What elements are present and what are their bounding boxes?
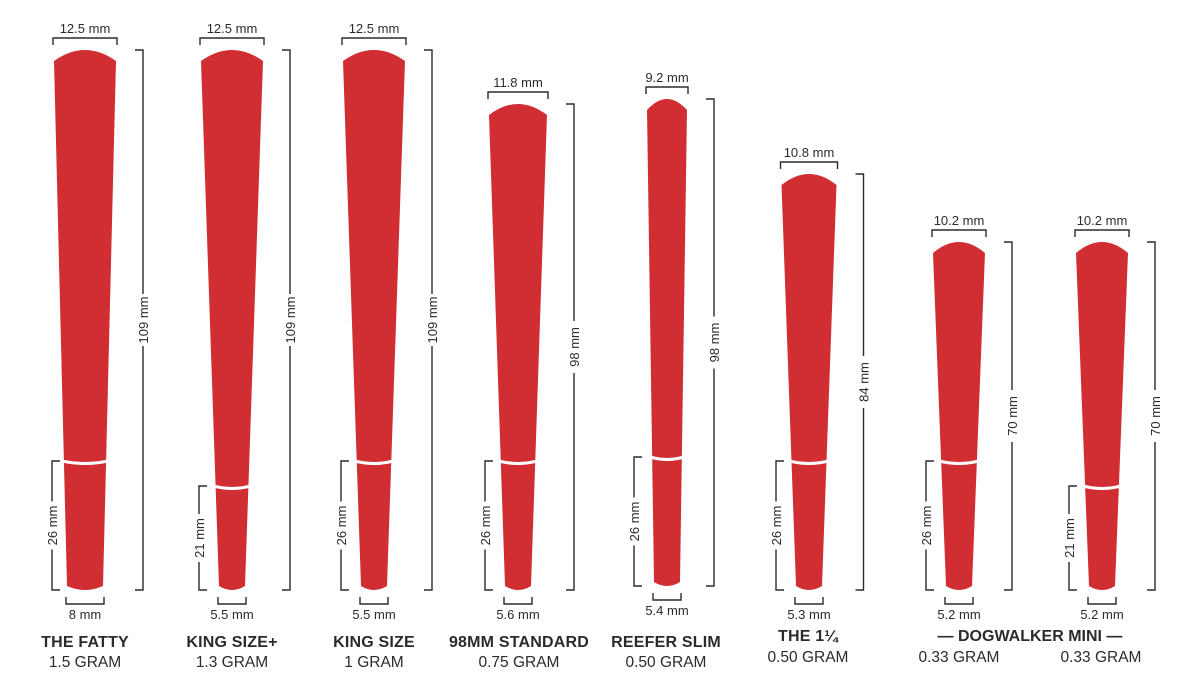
length-label-dogwalker-b: 70 mm: [1148, 396, 1163, 436]
cone-name-98mm: 98MM STANDARD: [448, 634, 590, 651]
filter-label-king: 26 mm: [334, 506, 349, 546]
length-label-one-quarter: 84 mm: [857, 362, 872, 402]
cone-weight-dogwalker-b: 0.33 GRAM: [1060, 649, 1142, 666]
filter-band-dogwalker-b: [1082, 484, 1122, 490]
tip-diameter-bracket-dogwalker-b: [1087, 597, 1117, 605]
filter-band-one-quarter: [789, 459, 829, 465]
tip-diameter-label-king: 5.5 mm: [352, 607, 395, 622]
cone-body-king-plus: [201, 50, 263, 590]
filter-label-one-quarter: 26 mm: [769, 506, 784, 546]
tip-diameter-bracket-king-plus: [217, 597, 247, 605]
group-label-dogwalker-mini: — DOGWALKER MINI —: [937, 628, 1123, 645]
top-diameter-bracket-one-quarter: [779, 161, 839, 169]
length-label-bg-dogwalker-a: [1004, 390, 1020, 442]
cone-weight-reefer: 0.50 GRAM: [625, 654, 707, 671]
filter-label-fatty: 26 mm: [45, 506, 60, 546]
tip-diameter-label-fatty: 8 mm: [69, 607, 102, 622]
length-label-98mm: 98 mm: [567, 327, 582, 367]
top-diameter-bracket-king: [341, 37, 407, 45]
cone-weight-king: 1 GRAM: [344, 654, 404, 671]
length-label-king-plus: 109 mm: [283, 297, 298, 344]
tip-diameter-bracket-dogwalker-a: [944, 597, 974, 605]
filter-label-dogwalker-b: 21 mm: [1062, 518, 1077, 558]
tip-diameter-bracket-reefer: [652, 593, 682, 601]
filter-label-bg-king: [333, 501, 349, 550]
top-diameter-label-98mm: 11.8 mm: [493, 75, 543, 90]
filter-label-bg-one-quarter: [768, 501, 784, 550]
top-diameter-label-one-quarter: 10.8 mm: [784, 145, 835, 160]
cone-name-fatty: THE FATTY: [41, 634, 129, 651]
tip-diameter-label-98mm: 5.6 mm: [496, 607, 539, 622]
tip-diameter-bracket-one-quarter: [794, 597, 824, 605]
cone-weight-98mm: 0.75 GRAM: [478, 654, 560, 671]
cone-body-king: [343, 50, 405, 590]
filter-label-king-plus: 21 mm: [192, 518, 207, 558]
cone-body-fatty: [54, 50, 116, 590]
filter-label-bg-king-plus: [191, 514, 207, 562]
top-diameter-label-fatty: 12.5 mm: [60, 21, 111, 36]
filter-band-98mm: [498, 459, 538, 465]
top-diameter-bracket-fatty: [52, 37, 118, 45]
filter-band-dogwalker-a: [938, 459, 980, 465]
cone-weight-fatty: 1.5 GRAM: [48, 654, 122, 671]
length-label-bg-king-plus: [282, 294, 298, 346]
top-diameter-label-king-plus: 12.5 mm: [207, 21, 258, 36]
cone-weight-one-quarter: 0.50 GRAM: [767, 649, 849, 666]
tip-diameter-label-dogwalker-a: 5.2 mm: [937, 607, 980, 622]
top-diameter-bracket-king-plus: [199, 37, 265, 45]
length-label-dogwalker-a: 70 mm: [1005, 396, 1020, 436]
tip-diameter-label-dogwalker-b: 5.2 mm: [1080, 607, 1123, 622]
filter-band-fatty: [61, 459, 109, 465]
cone-body-reefer: [647, 99, 687, 586]
length-label-king: 109 mm: [425, 297, 440, 344]
length-label-reefer: 98 mm: [707, 323, 722, 363]
filter-label-reefer: 26 mm: [627, 502, 642, 542]
filter-label-bg-reefer: [626, 497, 642, 546]
filter-band-king-plus: [213, 484, 251, 490]
cone-body-dogwalker-a: [933, 242, 985, 590]
cone-name-king: KING SIZE: [333, 634, 415, 651]
tip-diameter-label-reefer: 5.4 mm: [645, 603, 688, 618]
top-diameter-bracket-98mm: [487, 91, 549, 99]
tip-diameter-bracket-fatty: [65, 597, 105, 605]
filter-label-98mm: 26 mm: [478, 506, 493, 546]
length-label-bg-fatty: [135, 294, 151, 346]
cone-body-dogwalker-b: [1076, 242, 1128, 590]
cone-name-king-plus: KING SIZE+: [186, 634, 278, 651]
filter-label-dogwalker-a: 26 mm: [919, 506, 934, 546]
filter-label-bg-dogwalker-b: [1061, 514, 1077, 562]
tip-diameter-label-one-quarter: 5.3 mm: [787, 607, 830, 622]
cone-body-98mm: [489, 104, 547, 590]
filter-band-reefer: [649, 455, 685, 461]
filter-label-bg-98mm: [477, 501, 493, 550]
filter-label-bg-dogwalker-a: [918, 501, 934, 550]
top-diameter-label-dogwalker-b: 10.2 mm: [1077, 213, 1128, 228]
top-diameter-bracket-reefer: [645, 86, 689, 94]
tip-diameter-bracket-king: [359, 597, 389, 605]
length-label-bg-king: [424, 294, 440, 346]
length-label-bg-reefer: [706, 316, 722, 369]
length-label-fatty: 109 mm: [136, 297, 151, 344]
length-label-bg-98mm: [566, 321, 582, 373]
tip-diameter-bracket-98mm: [503, 597, 533, 605]
top-diameter-bracket-dogwalker-b: [1074, 229, 1130, 237]
top-diameter-label-king: 12.5 mm: [349, 21, 400, 36]
filter-band-king: [354, 459, 394, 465]
cone-body-one-quarter: [781, 174, 837, 590]
length-label-bg-dogwalker-b: [1147, 390, 1163, 442]
cone-weight-king-plus: 1.3 GRAM: [195, 654, 269, 671]
top-diameter-bracket-dogwalker-a: [931, 229, 987, 237]
top-diameter-label-reefer: 9.2 mm: [645, 70, 688, 85]
top-diameter-label-dogwalker-a: 10.2 mm: [934, 213, 985, 228]
cone-name-reefer: REEFER SLIM: [611, 634, 721, 651]
length-label-bg-one-quarter: [855, 356, 872, 408]
cone-name-one-quarter: THE 1¼: [778, 628, 838, 645]
tip-diameter-label-king-plus: 5.5 mm: [210, 607, 253, 622]
cone-weight-dogwalker-a: 0.33 GRAM: [918, 649, 1000, 666]
filter-label-bg-fatty: [44, 501, 60, 550]
